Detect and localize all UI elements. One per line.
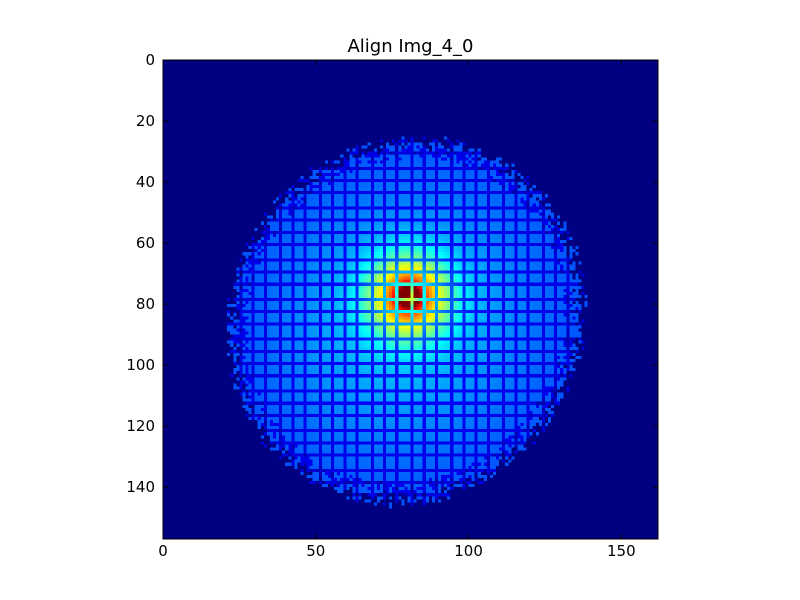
y-axis: 0 20 40 60 80 100 120 140 — [126, 51, 658, 496]
heatmap-image — [163, 60, 658, 539]
y-tick-label: 40 — [136, 173, 155, 191]
y-tick-label: 80 — [136, 295, 155, 313]
x-tick-label: 50 — [306, 542, 325, 560]
x-axis: 0 50 100 150 — [158, 60, 636, 560]
y-tick-label: 0 — [145, 51, 155, 69]
plot-frame — [162, 59, 659, 540]
x-tick-label: 0 — [158, 542, 168, 560]
y-tick-label: 100 — [126, 356, 155, 374]
chart-title: Align Img_4_0 — [347, 36, 473, 57]
y-tick-label: 140 — [126, 478, 155, 496]
y-tick-label: 120 — [126, 417, 155, 435]
x-tick-label: 150 — [607, 542, 636, 560]
x-tick-label: 100 — [454, 542, 483, 560]
y-tick-label: 60 — [136, 234, 155, 252]
y-tick-label: 20 — [136, 112, 155, 130]
